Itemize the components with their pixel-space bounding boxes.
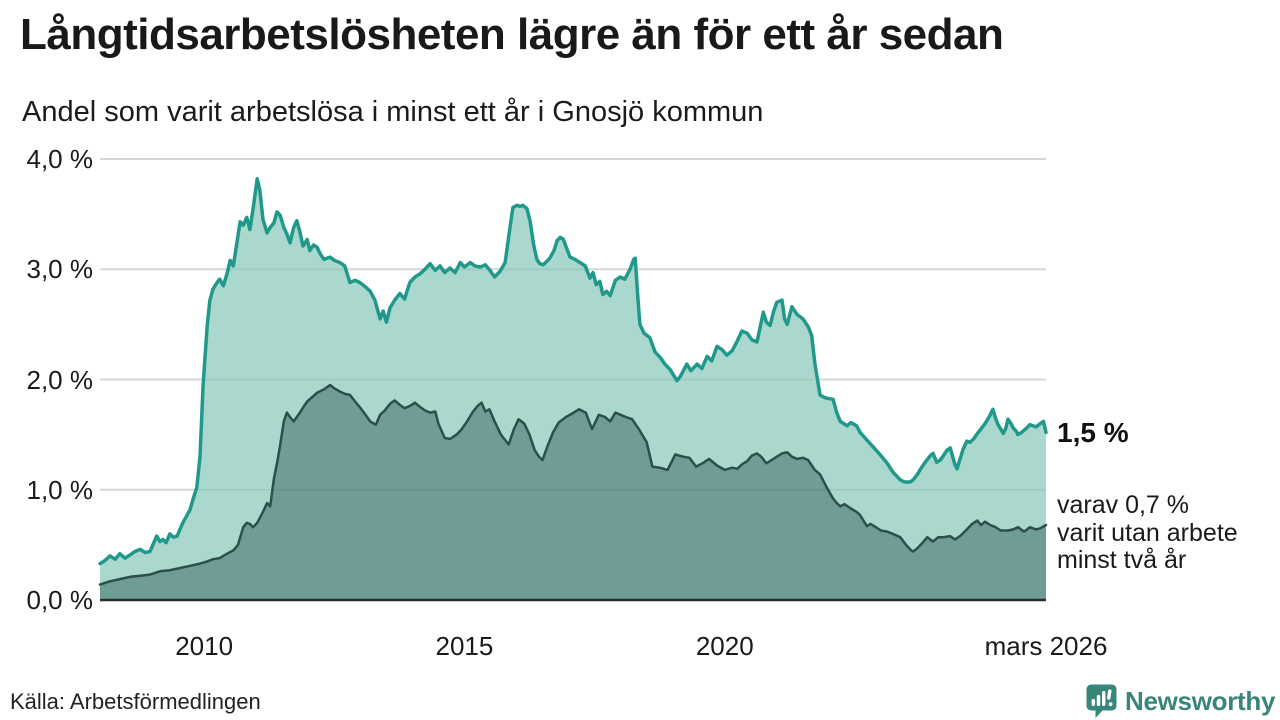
secondary-annotation-line: varit utan arbete [1057, 518, 1238, 547]
latest-value-label: 1,5 % [1057, 417, 1129, 448]
x-axis-label: 2020 [695, 631, 754, 661]
newsworthy-icon [1086, 684, 1117, 718]
secondary-annotation: varav 0,7 % varit utan arbete minst två … [1057, 491, 1238, 575]
area-chart [98, 158, 1048, 602]
newsworthy-logo: Newsworthy [1086, 684, 1275, 719]
newsworthy-wordmark: Newsworthy [1125, 686, 1276, 716]
source-label: Källa: Arbetsförmedlingen [10, 689, 261, 714]
series-line [98, 177, 1048, 566]
y-axis-label: 3,0 % [26, 254, 94, 285]
secondary-annotation-line: minst två år [1057, 546, 1187, 574]
chart-subtitle: Andel som varit arbetslösa i minst ett å… [22, 96, 764, 128]
y-axis-label: 1,0 % [26, 474, 94, 505]
series-line [98, 383, 1048, 586]
y-axis-label: 2,0 % [26, 364, 94, 395]
secondary-annotation-line: varav 0,7 % [1057, 491, 1190, 519]
page-title: Långtidsarbetslösheten lägre än för ett … [20, 10, 1004, 59]
x-axis-label: 2010 [175, 631, 234, 661]
x-axis-label: 2015 [435, 631, 494, 661]
y-axis-label: 4,0 % [26, 144, 94, 174]
series-area [100, 385, 1046, 600]
x-axis-label: mars 2026 [984, 631, 1108, 661]
y-axis-label: 0,0 % [26, 585, 94, 615]
